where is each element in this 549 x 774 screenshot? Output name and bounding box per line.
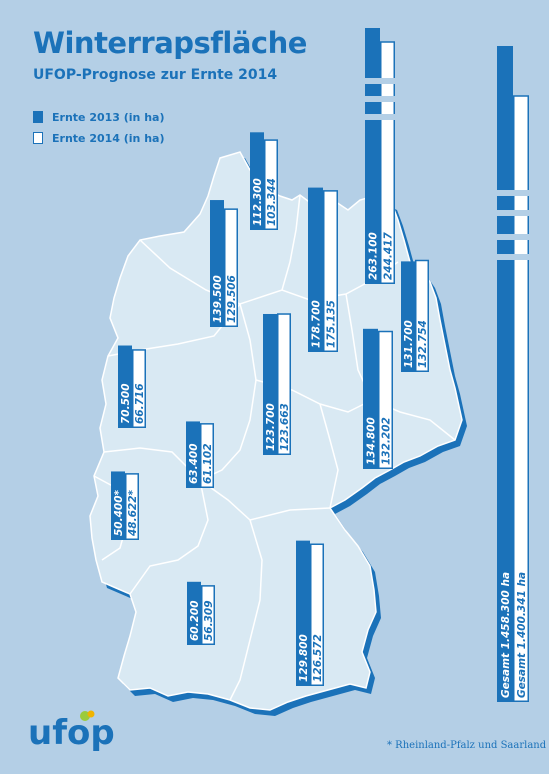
- data-label-2013-region-2: 139.500: [212, 275, 224, 323]
- bar-2013-region-11: [187, 581, 201, 645]
- footnote: * Rheinland-Pfalz und Saarland: [387, 740, 547, 751]
- data-label-2013-region-6: 123.700: [265, 403, 277, 451]
- data-label-2014-region-13: Gesamt 1.400.341 ha: [516, 572, 528, 698]
- data-label-2014-region-4: 175.135: [326, 300, 338, 348]
- bar-2014-region-5: [415, 259, 429, 372]
- data-label-2013-region-5: 131.700: [403, 320, 415, 368]
- bar-2014-region-4: [323, 190, 338, 352]
- legend-label-2014: Ernte 2014 (in ha): [52, 131, 165, 145]
- bar-2013-region-6: [263, 313, 277, 455]
- bar-2014-region-13: [513, 95, 529, 702]
- axis-break-13-2: [496, 210, 530, 216]
- bar-2013-region-8: [118, 345, 132, 428]
- bar-2014-region-12: [310, 543, 324, 687]
- legend-label-2013: Ernte 2013 (in ha): [52, 110, 165, 124]
- data-label-2014-region-8: 66.716: [134, 383, 146, 424]
- legend-item-2013: Ernte 2013 (in ha): [33, 110, 165, 124]
- bar-2013-region-1: [250, 132, 264, 230]
- data-label-2014-region-9: 61.102: [202, 443, 214, 484]
- bar-2014-region-10: [125, 473, 139, 541]
- chart-title: Winterrapsfläche: [33, 26, 307, 60]
- logo-dot-icon: [87, 710, 95, 718]
- bar-2013-region-12: [296, 540, 310, 686]
- logo-leaf-icon: [80, 711, 90, 721]
- bar-2013-region-4: [308, 187, 323, 352]
- axis-break-3-3: [364, 114, 396, 120]
- ufop-logo: ufop: [28, 710, 115, 753]
- axis-break-3-1: [364, 78, 396, 84]
- data-label-2013-region-4: 178.700: [311, 300, 323, 348]
- data-label-2014-region-10: 48.622*: [127, 489, 139, 537]
- axis-break-13-4: [496, 254, 530, 260]
- bar-2014-region-3: [380, 41, 395, 284]
- data-label-2013-region-3: 263.100: [368, 232, 380, 280]
- data-label-2014-region-12: 126.572: [312, 634, 324, 682]
- data-label-2013-region-13: Gesamt 1.458.300 ha: [500, 572, 512, 698]
- bar-2013-region-7: [363, 328, 378, 469]
- data-label-2014-region-5: 132.754: [417, 320, 429, 368]
- bar-2014-region-2: [224, 208, 238, 327]
- data-label-2014-region-2: 129.506: [226, 275, 238, 323]
- bar-2013-region-3: [365, 28, 380, 284]
- bar-2013-region-10: [111, 471, 125, 540]
- bar-2013-region-2: [210, 200, 224, 327]
- data-label-2014-region-6: 123.663: [279, 403, 291, 451]
- logo-text: ufop: [28, 713, 115, 753]
- bar-2014-region-6: [277, 313, 291, 455]
- bar-2014-region-8: [132, 349, 146, 429]
- bar-2014-region-1: [264, 139, 278, 230]
- data-label-2014-region-7: 132.202: [381, 417, 393, 465]
- legend-item-2014: Ernte 2014 (in ha): [33, 131, 165, 145]
- data-label-2014-region-1: 103.344: [266, 178, 278, 226]
- data-label-2013-region-11: 60.200: [189, 600, 201, 641]
- bar-2013-region-5: [401, 261, 415, 372]
- data-label-2013-region-10: 50.400*: [113, 489, 125, 536]
- data-label-2013-region-1: 112.300: [252, 178, 264, 226]
- data-label-2014-region-11: 56.309: [203, 600, 215, 641]
- data-label-2013-region-8: 70.500: [120, 383, 132, 424]
- chart-subtitle: UFOP-Prognose zur Ernte 2014: [33, 67, 278, 83]
- data-label-2013-region-9: 63.400: [188, 443, 200, 484]
- axis-break-13-1: [496, 190, 530, 196]
- bar-2014-region-9: [200, 423, 214, 488]
- bar-2014-region-7: [378, 330, 393, 469]
- data-label-2014-region-3: 244.417: [383, 231, 395, 280]
- axis-break-3-2: [364, 96, 396, 102]
- bar-2014-region-11: [201, 585, 215, 645]
- data-label-2013-region-7: 134.800: [366, 417, 378, 465]
- legend-swatch-2013: [33, 111, 43, 123]
- legend-swatch-2014: [33, 132, 43, 144]
- bars-layer: 112.300 103.344 139.500 129.506 263.100 244.4…: [111, 28, 530, 702]
- axis-break-13-3: [496, 234, 530, 240]
- bar-2013-region-9: [186, 421, 200, 488]
- data-label-2013-region-12: 129.800: [298, 634, 310, 682]
